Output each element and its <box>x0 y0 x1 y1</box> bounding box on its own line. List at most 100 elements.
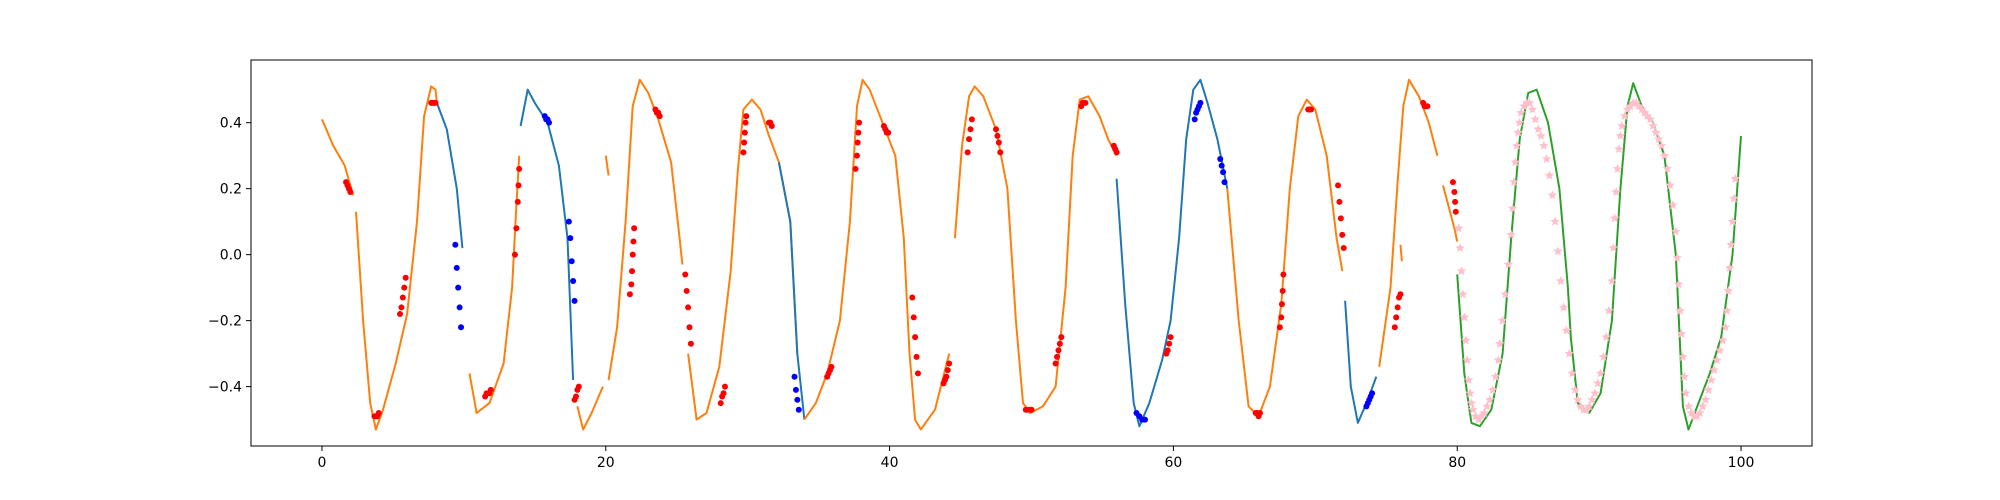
data-point-red <box>1278 301 1285 308</box>
data-point-star <box>1645 114 1655 124</box>
markers-layer <box>343 97 1741 424</box>
data-point-red <box>516 165 523 172</box>
data-point-star <box>1458 289 1468 299</box>
plot-frame <box>250 59 1813 447</box>
series-line-orange <box>1399 244 1403 262</box>
data-point-star <box>1619 111 1630 121</box>
data-point-red <box>852 165 859 172</box>
data-point-red <box>855 129 862 136</box>
y-tick-label: 0.2 <box>220 182 242 198</box>
data-point-star <box>1654 134 1664 144</box>
data-point-blue_markers <box>1221 179 1228 186</box>
data-point-star <box>1604 305 1614 315</box>
data-point-red <box>1337 215 1344 222</box>
data-point-red <box>720 390 727 397</box>
data-point-star <box>1536 130 1546 140</box>
data-point-star <box>1720 322 1731 332</box>
data-point-blue_markers <box>570 278 577 285</box>
data-point-star <box>1671 226 1681 236</box>
data-point-star <box>1476 411 1487 421</box>
data-point-star <box>1495 338 1505 348</box>
data-point-blue_markers <box>1191 116 1198 123</box>
data-point-star <box>1700 394 1711 404</box>
data-point-red <box>687 340 694 347</box>
data-point-red <box>740 149 747 156</box>
data-point-star <box>1453 223 1464 233</box>
data-point-red <box>630 238 637 245</box>
data-point-red <box>656 113 663 120</box>
x-tick-label: 80 <box>1448 455 1466 471</box>
series-line-orange <box>607 78 684 381</box>
data-point-star <box>1530 114 1540 124</box>
data-point-red <box>375 410 382 417</box>
data-point-star <box>1462 355 1472 365</box>
data-point-blue_markers <box>792 386 799 393</box>
data-point-red <box>511 251 518 258</box>
data-point-star <box>1485 394 1495 404</box>
data-point-blue_markers <box>565 218 572 225</box>
data-point-red <box>398 304 405 311</box>
data-point-star <box>1473 414 1484 424</box>
data-point-blue_markers <box>567 235 574 242</box>
data-point-star <box>1590 388 1600 398</box>
data-point-red <box>1279 287 1286 294</box>
data-point-red <box>514 198 521 205</box>
data-point-star <box>1512 140 1522 150</box>
data-point-red <box>768 122 775 129</box>
series-line-blue <box>1115 78 1229 428</box>
data-point-star <box>1455 243 1465 253</box>
data-point-star <box>1463 375 1474 385</box>
data-point-red <box>1335 182 1342 189</box>
data-point-star <box>1513 127 1523 137</box>
data-point-star <box>1468 404 1478 414</box>
data-point-blue_markers <box>546 119 553 126</box>
data-point-red <box>1058 334 1065 341</box>
data-point-star <box>1709 365 1719 375</box>
data-point-red <box>685 304 692 311</box>
data-point-red <box>347 188 354 195</box>
data-point-star <box>1490 371 1501 381</box>
data-point-star <box>1611 187 1621 196</box>
data-point-star <box>1459 312 1470 322</box>
data-point-star <box>1573 394 1583 404</box>
series-line-orange <box>1226 98 1344 418</box>
data-point-star <box>1598 351 1609 361</box>
data-point-red <box>397 311 404 318</box>
data-point-star <box>1625 101 1636 111</box>
data-point-star <box>1712 355 1722 365</box>
data-point-star <box>1722 305 1732 315</box>
data-point-star <box>1607 276 1617 286</box>
data-point-red <box>1113 149 1120 156</box>
data-point-red <box>885 129 892 136</box>
data-point-red <box>1166 340 1173 347</box>
data-point-red <box>913 353 920 360</box>
data-point-blue_markers <box>452 241 459 248</box>
data-point-blue_markers <box>1369 390 1376 397</box>
y-tick-label: 0.4 <box>220 116 242 132</box>
data-point-star <box>1524 97 1535 107</box>
data-point-star <box>1482 401 1492 411</box>
data-point-star <box>1665 180 1675 190</box>
data-point-star <box>1726 239 1736 249</box>
data-point-star <box>1479 408 1489 418</box>
data-point-star <box>1608 243 1619 253</box>
data-point-red <box>1452 208 1459 215</box>
data-point-red <box>1256 410 1263 417</box>
data-point-red <box>487 386 494 393</box>
data-point-red <box>1339 231 1346 238</box>
data-point-star <box>1544 170 1555 180</box>
data-point-star <box>1456 266 1467 276</box>
data-point-star <box>1678 351 1688 361</box>
data-point-red <box>946 360 953 367</box>
data-point-star <box>1672 252 1682 262</box>
data-point-star <box>1675 305 1685 315</box>
data-point-red <box>1054 353 1061 360</box>
data-point-red <box>1391 324 1398 331</box>
data-point-star <box>1506 229 1516 239</box>
data-point-red <box>1280 271 1287 278</box>
data-point-star <box>1507 203 1518 213</box>
data-point-blue_markers <box>791 373 798 380</box>
data-point-star <box>1550 216 1560 226</box>
data-point-star <box>1581 404 1592 414</box>
